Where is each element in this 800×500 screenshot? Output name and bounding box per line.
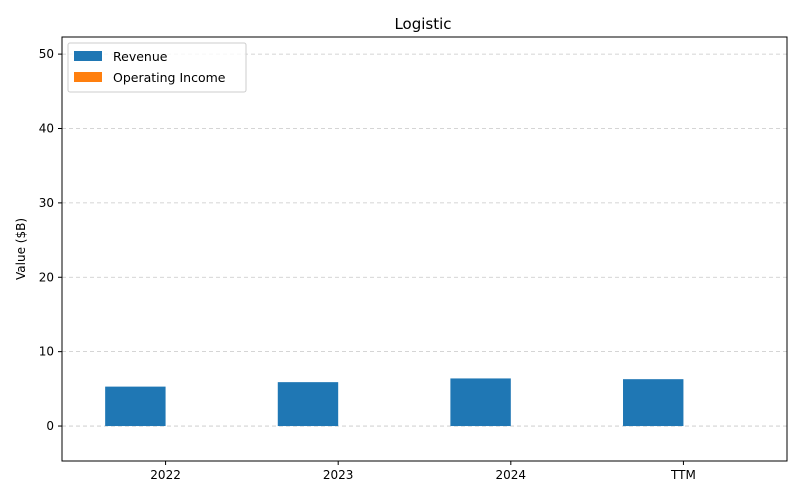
- bar-revenue-2023: [277, 382, 339, 427]
- x-axis-ticks: 2022 2023 2024 TTM: [150, 461, 696, 482]
- legend: Revenue Operating Income: [67, 42, 247, 93]
- y-tick-label: 50: [39, 47, 54, 61]
- y-tick-label: 40: [39, 121, 54, 135]
- legend-swatch-revenue: [74, 51, 102, 61]
- legend-label-revenue: Revenue: [113, 49, 168, 64]
- legend-swatch-operating-income: [74, 72, 102, 82]
- x-tick-label: 2024: [496, 468, 527, 482]
- chart-title: Logistic: [394, 15, 451, 33]
- bar-revenue-2022: [105, 386, 166, 427]
- x-tick-label: 2022: [150, 468, 181, 482]
- y-tick-label: 30: [39, 196, 54, 210]
- y-axis-ticks: 0 10 20 30 40 50: [39, 47, 62, 433]
- y-tick-label: 0: [46, 419, 54, 433]
- bar-revenue-2024: [450, 378, 511, 427]
- bar-revenue-ttm: [623, 379, 684, 427]
- legend-box: [67, 42, 247, 93]
- x-tick-label: TTM: [670, 468, 696, 482]
- legend-label-operating-income: Operating Income: [113, 70, 226, 85]
- y-tick-label: 20: [39, 270, 54, 284]
- bars: [105, 378, 684, 427]
- x-tick-label: 2023: [323, 468, 354, 482]
- plot-frame: [61, 36, 788, 462]
- y-tick-label: 10: [39, 345, 54, 359]
- y-axis-label: Value ($B): [14, 218, 28, 280]
